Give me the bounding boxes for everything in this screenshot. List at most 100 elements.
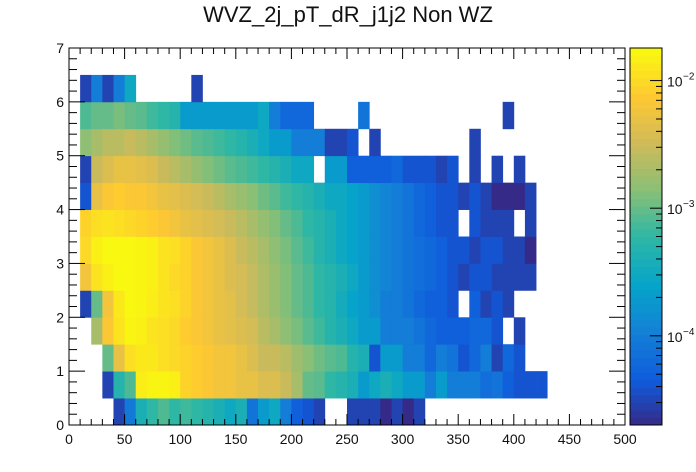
heatmap-cell [458, 317, 470, 345]
heatmap-cell [124, 398, 137, 426]
heatmap-cell [113, 155, 125, 184]
heatmap-cell [380, 344, 392, 372]
heatmap-cell [502, 101, 515, 130]
x-tick-label: 300 [391, 431, 415, 447]
heatmap-cell [157, 128, 170, 157]
heatmap-cell [269, 398, 281, 426]
heatmap-cell [191, 101, 203, 130]
heatmap-cell [458, 344, 470, 372]
heatmap-cell [358, 155, 370, 184]
heatmap-cell [146, 182, 159, 210]
heatmap-cell [191, 398, 203, 426]
colorbar-segment [630, 213, 662, 222]
heatmap-cell [124, 209, 137, 237]
heatmap-cell [102, 209, 114, 237]
heatmap-cell [191, 290, 203, 318]
heatmap-cell [113, 263, 125, 291]
heatmap-cell [447, 371, 459, 399]
heatmap-cell [302, 344, 315, 372]
heatmap-cells [80, 74, 548, 426]
heatmap-cell [291, 101, 303, 130]
heatmap-cell [335, 344, 348, 372]
heatmap-cell [191, 155, 203, 184]
heatmap-cell [402, 398, 415, 426]
heatmap-cell [324, 317, 337, 345]
heatmap-cell [224, 344, 237, 372]
heatmap-cell [113, 236, 125, 264]
heatmap-cell [502, 263, 515, 291]
colorbar-segment [630, 266, 662, 275]
heatmap-cell [157, 290, 170, 318]
heatmap-cell [302, 371, 315, 399]
y-tick-label: 6 [56, 94, 64, 110]
colorbar-segment [630, 417, 662, 426]
heatmap-cell [435, 209, 448, 237]
x-tick-label: 0 [65, 431, 73, 447]
heatmap-cell [224, 236, 237, 264]
heatmap-cell [313, 371, 326, 399]
heatmap-cell [469, 290, 481, 318]
heatmap-cell [102, 317, 114, 345]
colorbar-segment [630, 85, 662, 94]
heatmap-cell [146, 398, 159, 426]
heatmap-cell [202, 236, 214, 264]
heatmap-cell [491, 263, 504, 291]
heatmap-cell [447, 209, 459, 237]
heatmap-cell [424, 344, 437, 372]
colorbar-segment [630, 304, 662, 313]
heatmap-cell [391, 371, 403, 399]
y-tick-label: 2 [56, 309, 64, 325]
heatmap-cell [269, 209, 281, 237]
heatmap-cell [391, 155, 403, 184]
heatmap-cell [157, 101, 170, 130]
colorbar-segment [630, 281, 662, 290]
heatmap-cell [335, 317, 348, 345]
heatmap-cell [191, 128, 203, 157]
colorbar-segment [630, 130, 662, 139]
heatmap-cell [480, 263, 492, 291]
heatmap-cell [224, 398, 237, 426]
heatmap-cell [524, 182, 537, 210]
heatmap-cell [424, 209, 437, 237]
heatmap-cell [258, 101, 270, 130]
heatmap-cell [235, 182, 248, 210]
colorbar-segment [630, 48, 662, 57]
heatmap-cell [269, 182, 281, 210]
colorbar-segment [630, 244, 662, 253]
heatmap-cell [180, 101, 192, 130]
heatmap-cell [213, 344, 226, 372]
heatmap-cell [402, 209, 415, 237]
heatmap-cell [280, 101, 292, 130]
heatmap-cell [313, 209, 326, 237]
heatmap-cell [402, 290, 415, 318]
heatmap-cell [102, 371, 114, 399]
heatmap-cell [80, 209, 92, 237]
heatmap-cell [369, 263, 381, 291]
heatmap-cell [246, 317, 259, 345]
heatmap-cell [380, 263, 392, 291]
colorbar-segment [630, 93, 662, 102]
heatmap-cell [157, 236, 170, 264]
heatmap-cell [458, 263, 470, 291]
heatmap-cell [113, 371, 125, 399]
heatmap-cell [302, 101, 315, 130]
heatmap-cell [235, 263, 248, 291]
colorbar-segment [630, 379, 662, 388]
colorbar-segment [630, 342, 662, 351]
heatmap-cell [157, 263, 170, 291]
heatmap-cell [269, 101, 281, 130]
heatmap-cell [347, 317, 359, 345]
heatmap-cell [302, 128, 315, 157]
heatmap-cell [246, 101, 259, 130]
heatmap-cell [480, 344, 492, 372]
heatmap-cell [491, 317, 504, 345]
heatmap-cell [246, 371, 259, 399]
heatmap-cell [391, 236, 403, 264]
heatmap-cell [491, 344, 504, 372]
heatmap-cell [380, 290, 392, 318]
heatmap-cell [280, 182, 292, 210]
heatmap-cell [435, 155, 448, 184]
heatmap-cell [469, 209, 481, 237]
heatmap-cell [91, 263, 103, 291]
heatmap-cell [402, 371, 415, 399]
